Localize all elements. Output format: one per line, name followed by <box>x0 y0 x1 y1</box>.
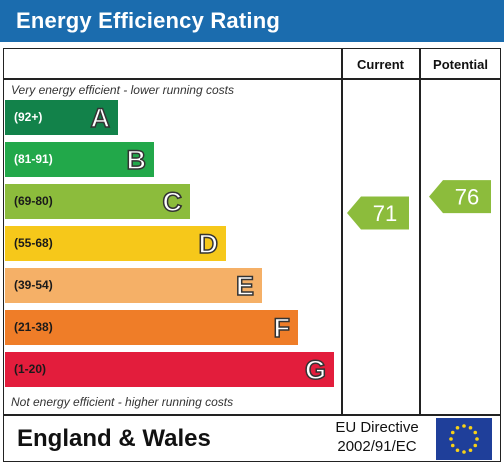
bottom-note: Not energy efficient - higher running co… <box>11 395 234 409</box>
header-bar <box>0 0 504 42</box>
directive-line-2: 2002/91/EC <box>337 438 417 455</box>
band-range-label: (81-91) <box>14 152 53 166</box>
header-row-divider <box>3 78 501 80</box>
directive-line-1: EU Directive <box>335 419 419 436</box>
eu-flag-icon <box>436 418 492 460</box>
band-letter-label: E <box>235 270 255 302</box>
footer-divider <box>3 414 501 416</box>
band-letter-label: C <box>162 186 183 218</box>
band-letter-label: F <box>273 312 291 344</box>
column-header-current: Current <box>357 57 404 72</box>
top-note: Very energy efficient - lower running co… <box>11 83 234 97</box>
rating-band-a: (92+) A <box>5 100 118 135</box>
rating-band-g: (1-20) G <box>5 352 334 387</box>
rating-band-d: (55-68) D <box>5 226 226 261</box>
band-range-label: (21-38) <box>14 320 53 334</box>
column-header-potential: Potential <box>433 57 488 72</box>
band-letter-label: G <box>304 354 327 386</box>
column-divider-potential <box>419 48 421 415</box>
rating-band-e: (39-54) E <box>5 268 262 303</box>
column-divider-current <box>341 48 343 415</box>
band-range-label: (69-80) <box>14 194 53 208</box>
band-letter-label: B <box>126 144 147 176</box>
band-range-label: (1-20) <box>14 362 47 376</box>
region-label: England & Wales <box>17 425 211 452</box>
rating-band-c: (69-80) C <box>5 184 190 219</box>
band-letter-label: A <box>90 102 111 134</box>
rating-band-b: (81-91) B <box>5 142 154 177</box>
band-range-label: (92+) <box>14 110 43 124</box>
band-range-label: (39-54) <box>14 278 53 292</box>
band-range-label: (55-68) <box>14 236 53 250</box>
band-letter-label: D <box>198 228 219 260</box>
chart-frame <box>3 48 501 462</box>
page-title: Energy Efficiency Rating <box>16 8 280 33</box>
rating-band-f: (21-38) F <box>5 310 298 345</box>
